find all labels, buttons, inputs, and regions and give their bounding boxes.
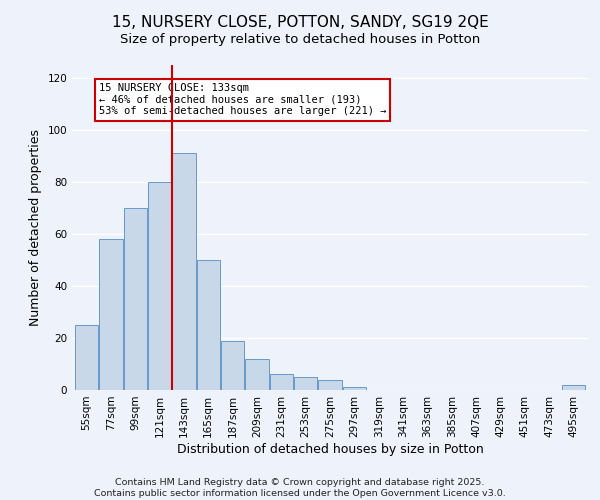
Bar <box>343 388 366 390</box>
Bar <box>270 374 293 390</box>
Text: 15 NURSERY CLOSE: 133sqm
← 46% of detached houses are smaller (193)
53% of semi-: 15 NURSERY CLOSE: 133sqm ← 46% of detach… <box>99 83 386 116</box>
Bar <box>245 359 269 390</box>
Bar <box>562 385 585 390</box>
Bar <box>197 260 220 390</box>
Bar <box>294 377 317 390</box>
Text: Contains HM Land Registry data © Crown copyright and database right 2025.
Contai: Contains HM Land Registry data © Crown c… <box>94 478 506 498</box>
Bar <box>221 340 244 390</box>
Y-axis label: Number of detached properties: Number of detached properties <box>29 129 42 326</box>
Bar <box>100 239 122 390</box>
Bar <box>124 208 147 390</box>
Text: 15, NURSERY CLOSE, POTTON, SANDY, SG19 2QE: 15, NURSERY CLOSE, POTTON, SANDY, SG19 2… <box>112 15 488 30</box>
Text: Size of property relative to detached houses in Potton: Size of property relative to detached ho… <box>120 32 480 46</box>
Bar <box>319 380 341 390</box>
Bar <box>75 325 98 390</box>
Bar <box>172 154 196 390</box>
X-axis label: Distribution of detached houses by size in Potton: Distribution of detached houses by size … <box>176 442 484 456</box>
Bar <box>148 182 171 390</box>
